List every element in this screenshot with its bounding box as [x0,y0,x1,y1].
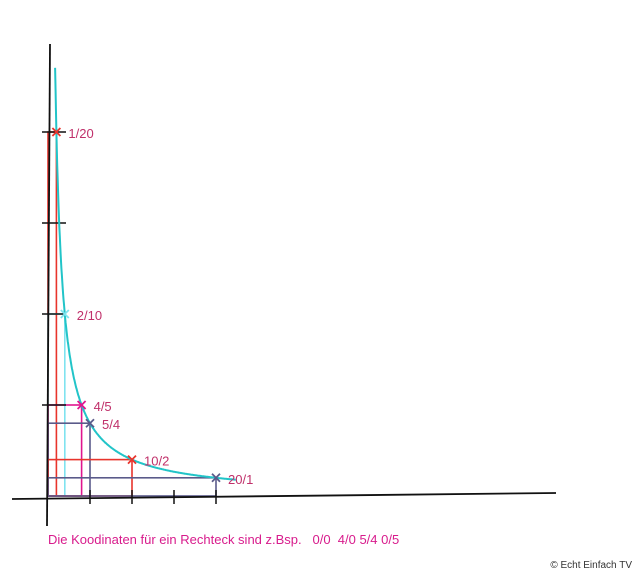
markers-group [51,127,221,483]
point-marker-1 [51,127,62,137]
axes-group [11,43,557,527]
marker-stroke [76,400,87,410]
marker-stroke [85,418,95,428]
point-marker-2 [60,309,70,319]
point-label-5: 10/2 [144,454,169,469]
caption-text: Die Koodinaten für ein Rechteck sind z.B… [48,532,400,547]
marker-stroke [51,127,62,137]
hyperbola-curve [54,67,236,481]
marker-stroke [127,454,137,465]
credit-text: © Echt Einfach TV [550,560,632,571]
marker-stroke [60,309,70,319]
point-marker-6 [211,473,221,483]
point-label-2: 2/10 [77,308,102,323]
marker-stroke [211,473,221,483]
point-label-6: 20/1 [228,472,253,487]
x-axis [11,492,557,500]
point-marker-3 [76,400,87,410]
point-label-4: 5/4 [102,417,120,432]
curve-group [54,67,236,481]
labels-group: 1/20 2/10 4/5 5/4 10/2 20/1 [68,126,253,487]
point-label-3: 4/5 [94,399,112,414]
point-marker-4 [85,418,95,428]
rectangles-group [47,131,217,497]
point-label-1: 1/20 [68,126,93,141]
point-marker-5 [127,454,137,465]
y-axis [46,43,51,527]
